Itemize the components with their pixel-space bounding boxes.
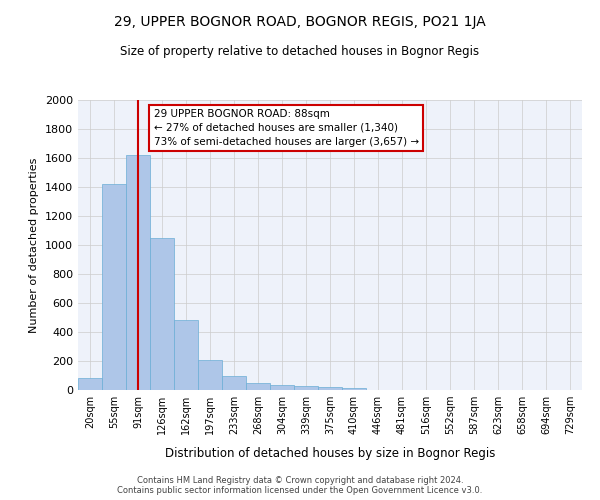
Text: Distribution of detached houses by size in Bognor Regis: Distribution of detached houses by size …	[165, 448, 495, 460]
Text: Size of property relative to detached houses in Bognor Regis: Size of property relative to detached ho…	[121, 45, 479, 58]
Text: Contains HM Land Registry data © Crown copyright and database right 2024.
Contai: Contains HM Land Registry data © Crown c…	[118, 476, 482, 495]
Bar	[246, 383, 270, 390]
Bar	[174, 320, 198, 390]
Text: 29 UPPER BOGNOR ROAD: 88sqm
← 27% of detached houses are smaller (1,340)
73% of : 29 UPPER BOGNOR ROAD: 88sqm ← 27% of det…	[154, 108, 419, 146]
Bar	[270, 385, 294, 390]
Bar	[126, 155, 150, 390]
Bar	[294, 386, 318, 390]
Bar	[102, 184, 126, 390]
Bar	[198, 360, 222, 390]
Bar	[150, 238, 174, 390]
Bar	[78, 378, 102, 390]
Y-axis label: Number of detached properties: Number of detached properties	[29, 158, 40, 332]
Bar	[222, 376, 246, 390]
Text: 29, UPPER BOGNOR ROAD, BOGNOR REGIS, PO21 1JA: 29, UPPER BOGNOR ROAD, BOGNOR REGIS, PO2…	[114, 15, 486, 29]
Bar	[342, 388, 366, 390]
Bar	[318, 387, 342, 390]
